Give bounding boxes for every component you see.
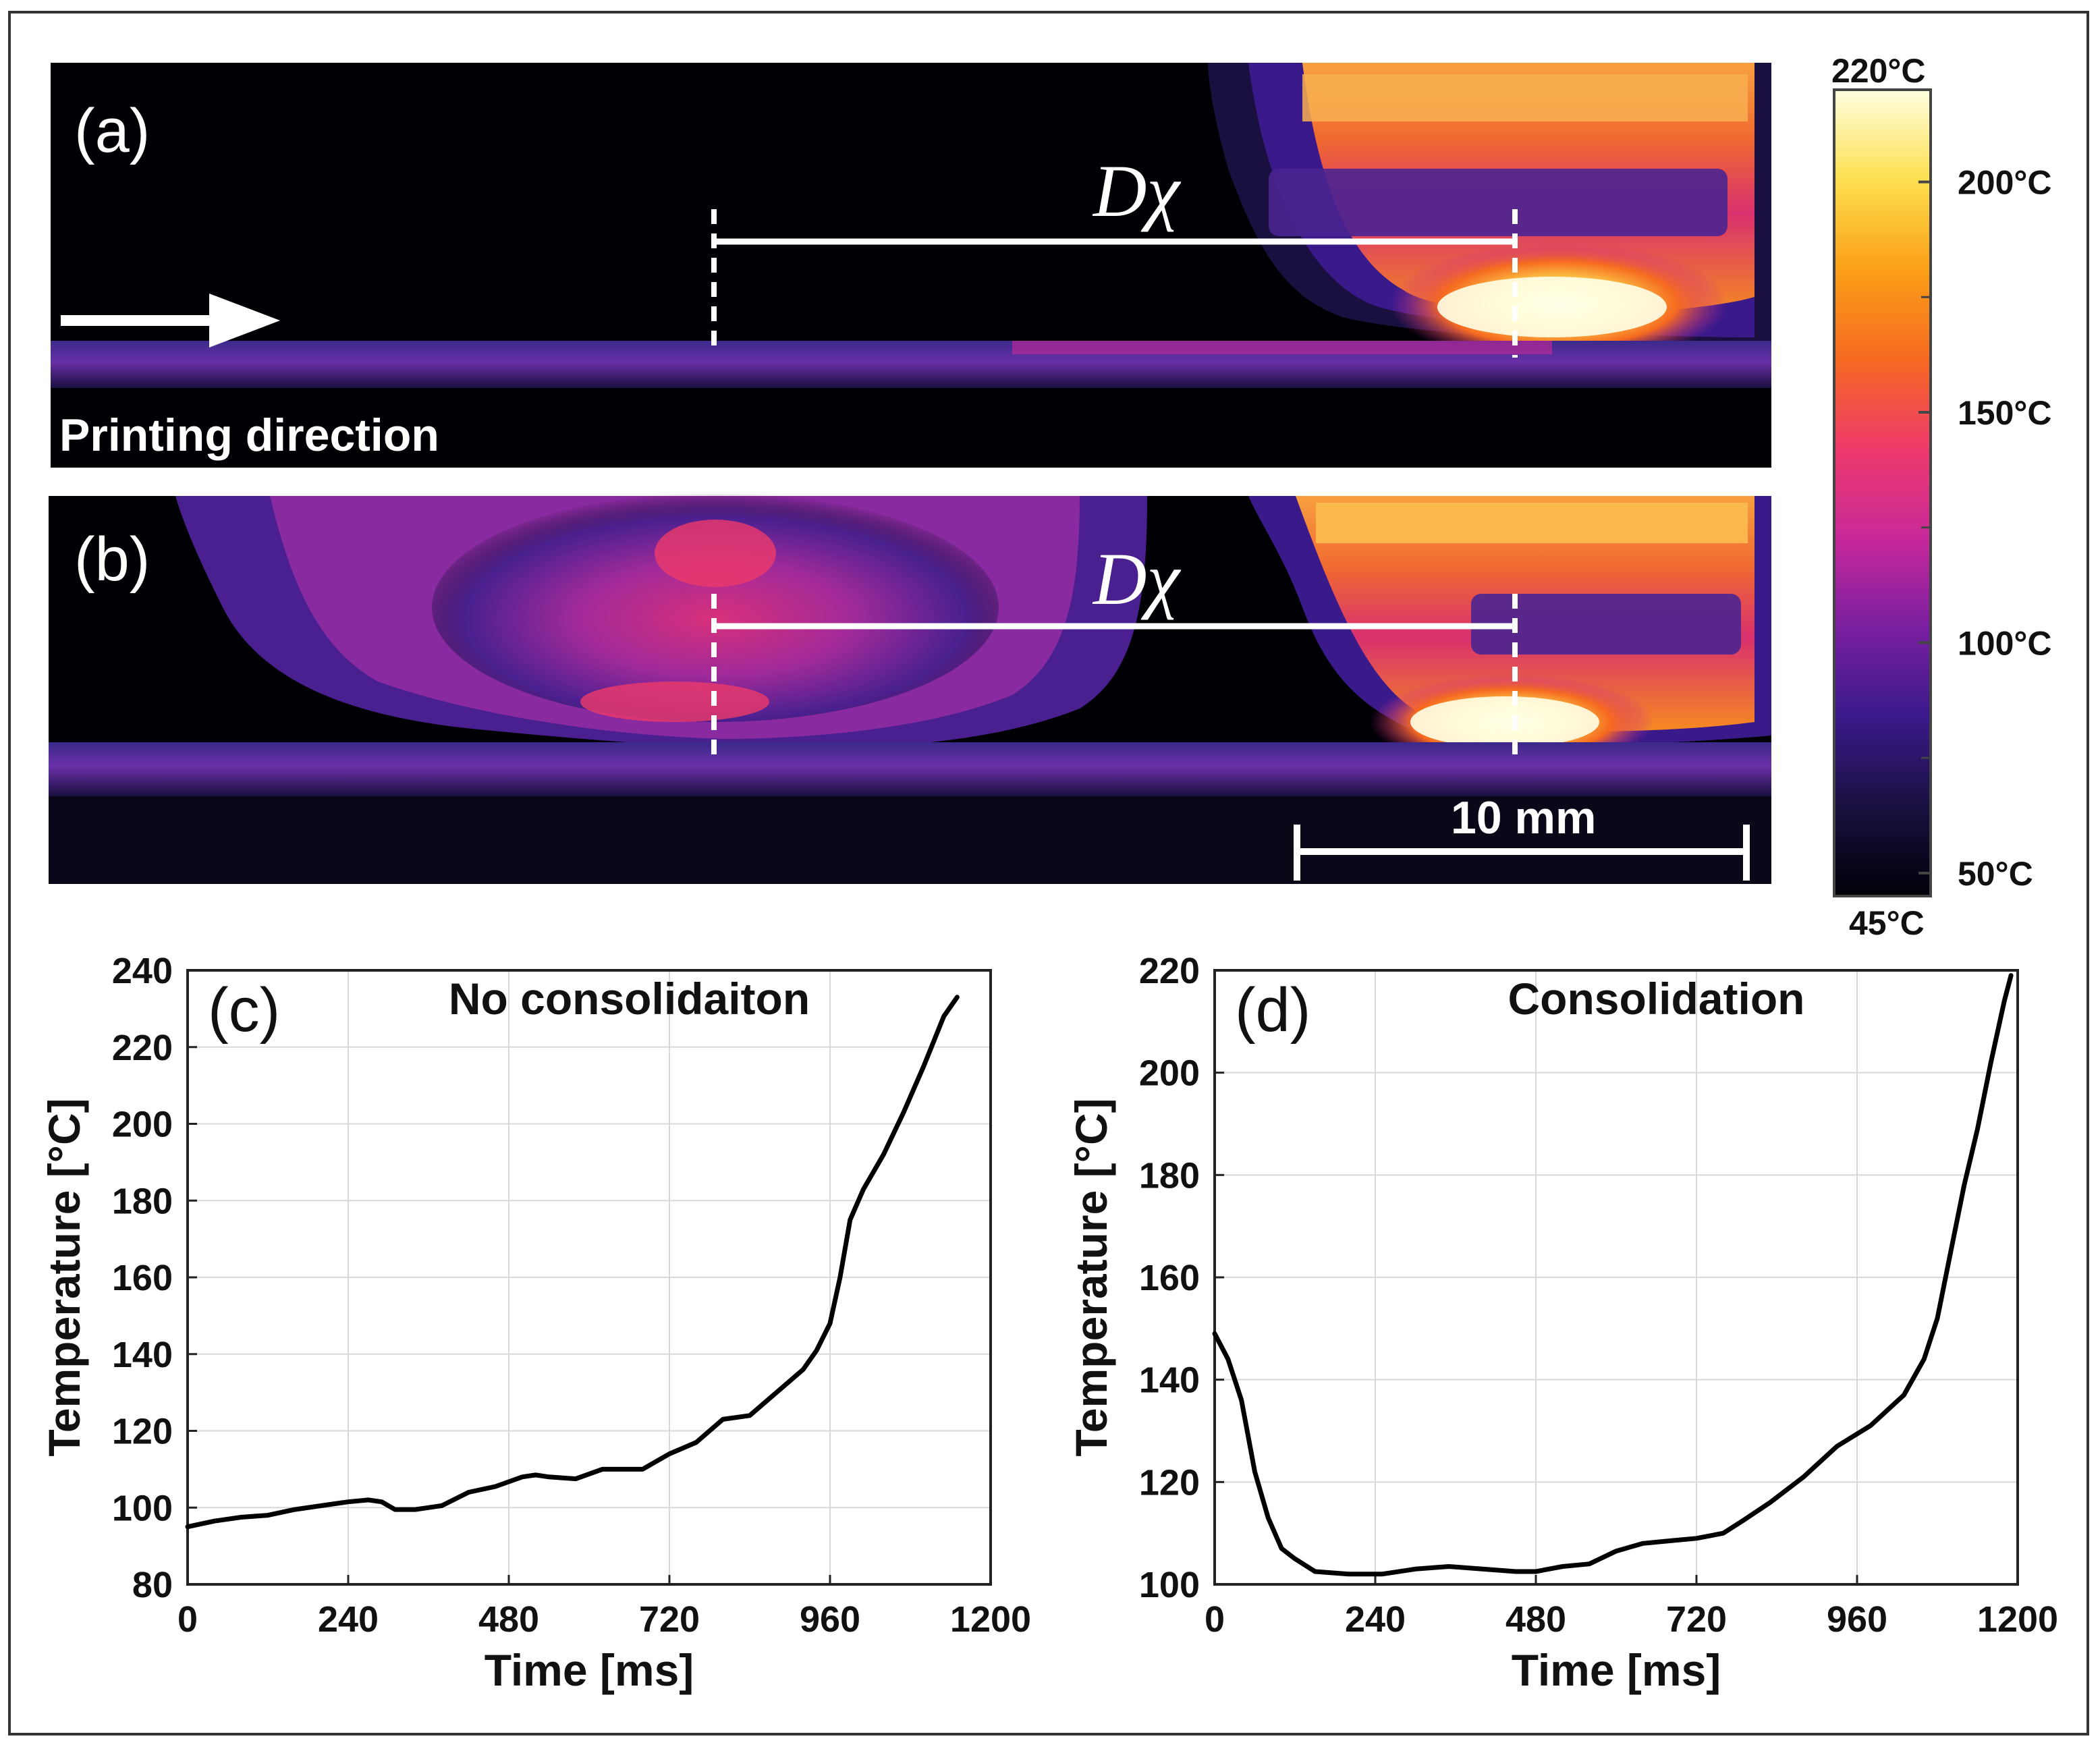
x-tick-label: 1200 xyxy=(1977,1599,2058,1640)
x-axis-label: Time [ms] xyxy=(1512,1645,1721,1695)
chart-title: Consolidation xyxy=(1508,974,1805,1024)
x-tick-label: 240 xyxy=(1345,1599,1406,1640)
y-tick-label: 240 xyxy=(112,951,173,991)
y-tick-label: 80 xyxy=(132,1565,173,1605)
y-axis-label: Temperature [°C] xyxy=(1066,1098,1116,1456)
x-tick-label: 960 xyxy=(1827,1599,1887,1640)
x-tick-label: 720 xyxy=(639,1599,700,1640)
thermal-image-b xyxy=(49,493,1771,884)
series-line xyxy=(185,995,960,1530)
scale-bar xyxy=(1294,825,1750,881)
series-line xyxy=(1212,973,2014,1577)
colorbar-tick-label: 200°C xyxy=(1958,164,2052,202)
y-tick-label: 100 xyxy=(112,1488,173,1528)
y-tick-label: 140 xyxy=(1139,1360,1200,1401)
x-tick-label: 720 xyxy=(1666,1599,1727,1640)
y-tick-label: 180 xyxy=(112,1181,173,1221)
chart-panel-label: (c) xyxy=(208,976,280,1045)
figure-frame xyxy=(8,11,2089,1736)
scale-bar-label: 10 mm xyxy=(1451,792,1596,843)
colorbar-tick-label: 150°C xyxy=(1958,394,2052,432)
colorbar xyxy=(1833,88,1932,897)
y-tick-label: 160 xyxy=(1139,1258,1200,1298)
y-tick-label: 100 xyxy=(1139,1565,1200,1605)
x-tick-label: 240 xyxy=(318,1599,379,1640)
x-tick-label: 960 xyxy=(800,1599,860,1640)
colorbar-ticks: 200°C 150°C 100°C 50°C xyxy=(1918,164,2052,893)
x-tick-label: 0 xyxy=(1205,1599,1225,1640)
printing-direction-label: Printing direction xyxy=(59,410,439,461)
panel-b-label: (b) xyxy=(74,525,150,594)
printing-direction-arrow-icon xyxy=(61,294,280,348)
y-tick-label: 140 xyxy=(112,1335,173,1375)
x-axis-label: Time [ms] xyxy=(485,1645,694,1695)
dx-label-a: Dχ xyxy=(1092,150,1181,232)
y-tick-label: 220 xyxy=(1139,951,1200,991)
thermal-image-a xyxy=(51,63,1771,468)
chart-consolidation: 0 240 480 720 960 1200 100 120 140 160 180 200 220 Ti… xyxy=(1066,951,2058,1695)
x-tick-label: 1200 xyxy=(950,1599,1031,1640)
colorbar-min-label: 45°C xyxy=(1849,904,1925,942)
x-tick-label: 480 xyxy=(1505,1599,1566,1640)
y-tick-label: 160 xyxy=(112,1258,173,1298)
x-tick-label: 480 xyxy=(478,1599,539,1640)
panel-a-label: (a) xyxy=(74,96,150,165)
dx-label-b: Dχ xyxy=(1092,538,1181,620)
y-tick-label: 180 xyxy=(1139,1155,1200,1196)
x-tick-label: 0 xyxy=(177,1599,198,1640)
chart-title: No consolidaiton xyxy=(449,974,810,1024)
y-axis-label: Temperature [°C] xyxy=(39,1098,89,1456)
y-tick-label: 200 xyxy=(1139,1053,1200,1094)
colorbar-max-label: 220°C xyxy=(1831,52,1926,90)
y-tick-label: 200 xyxy=(112,1105,173,1145)
y-tick-label: 220 xyxy=(112,1028,173,1068)
y-tick-label: 120 xyxy=(1139,1462,1200,1503)
chart-panel-label: (d) xyxy=(1235,976,1310,1045)
colorbar-tick-label: 100°C xyxy=(1958,624,2052,662)
colorbar-tick-label: 50°C xyxy=(1958,855,2033,893)
y-tick-label: 120 xyxy=(112,1412,173,1452)
chart-no-consolidation: 0 240 480 720 960 1200 80 100 120 140 160 180 200 220… xyxy=(39,951,1031,1695)
